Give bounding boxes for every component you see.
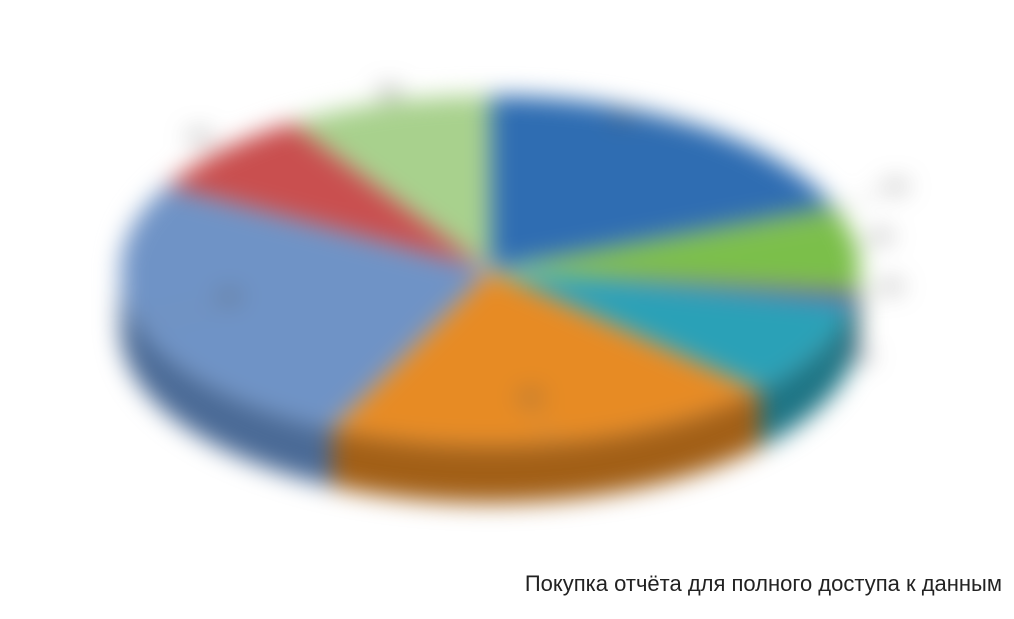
slice-label: ■■■ <box>188 129 210 143</box>
slice-label: ■■■ <box>880 279 902 293</box>
slice-label: ■■■ <box>850 349 872 363</box>
slice-label: ■■■ <box>885 179 907 193</box>
pie-chart: ■■■ ■■■ ■■■ ■■■ ■■■ ■■■ ■■■ ■■■ ■■■ <box>0 0 1014 555</box>
purchase-caption: Покупка отчёта для полного доступа к дан… <box>525 571 1002 597</box>
leader-line <box>858 240 870 254</box>
slice-label: ■■■ <box>870 229 892 243</box>
slice-label: ■■■ <box>378 84 400 98</box>
slice-label: ■■■ <box>610 109 632 123</box>
slice-label: ■■■ <box>520 389 542 403</box>
slice-label: ■■■ <box>218 289 240 303</box>
leader-line <box>210 140 220 150</box>
leader-line <box>838 190 885 211</box>
